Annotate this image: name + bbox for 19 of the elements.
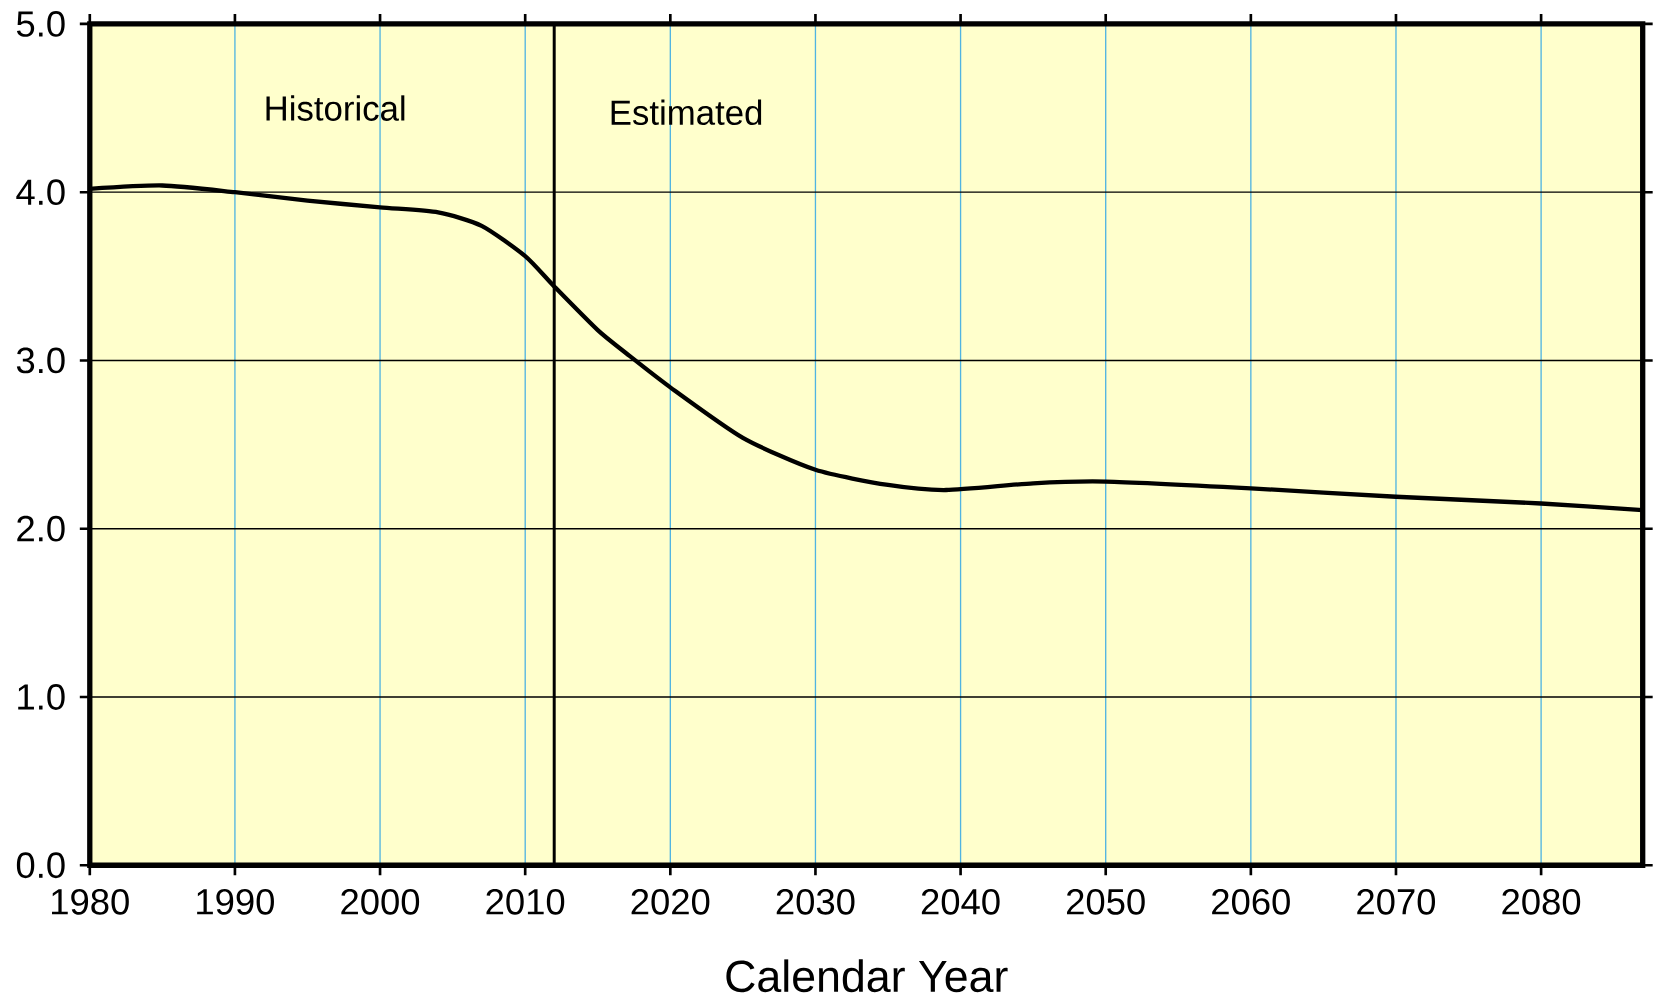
x-tick-label: 2010 — [486, 888, 565, 915]
x-tick-label: 2070 — [1357, 888, 1436, 915]
y-tick-label: 3.0 — [16, 347, 65, 374]
x-tick-label: 2050 — [1067, 888, 1145, 915]
x-tick-label: 2080 — [1502, 888, 1581, 915]
y-tick-label: 4.0 — [16, 179, 65, 206]
x-tick-label: 2000 — [341, 888, 420, 915]
y-tick-label: 0.0 — [16, 852, 65, 879]
x-tick-label: 1980 — [52, 888, 129, 915]
x-tick-label: 2020 — [631, 888, 710, 915]
x-tick-label: 2030 — [776, 888, 855, 915]
y-tick-label: 5.0 — [16, 11, 65, 37]
y-tick-label: 1.0 — [18, 684, 65, 710]
x-tick-label: 2060 — [1212, 888, 1290, 915]
x-tick-label: 2040 — [921, 888, 1000, 915]
x-axis-title: Calendar Year — [726, 959, 1008, 993]
x-tick-label: 1990 — [197, 888, 274, 915]
annotation: Historical — [266, 95, 405, 121]
y-tick-label: 2.0 — [17, 515, 65, 542]
